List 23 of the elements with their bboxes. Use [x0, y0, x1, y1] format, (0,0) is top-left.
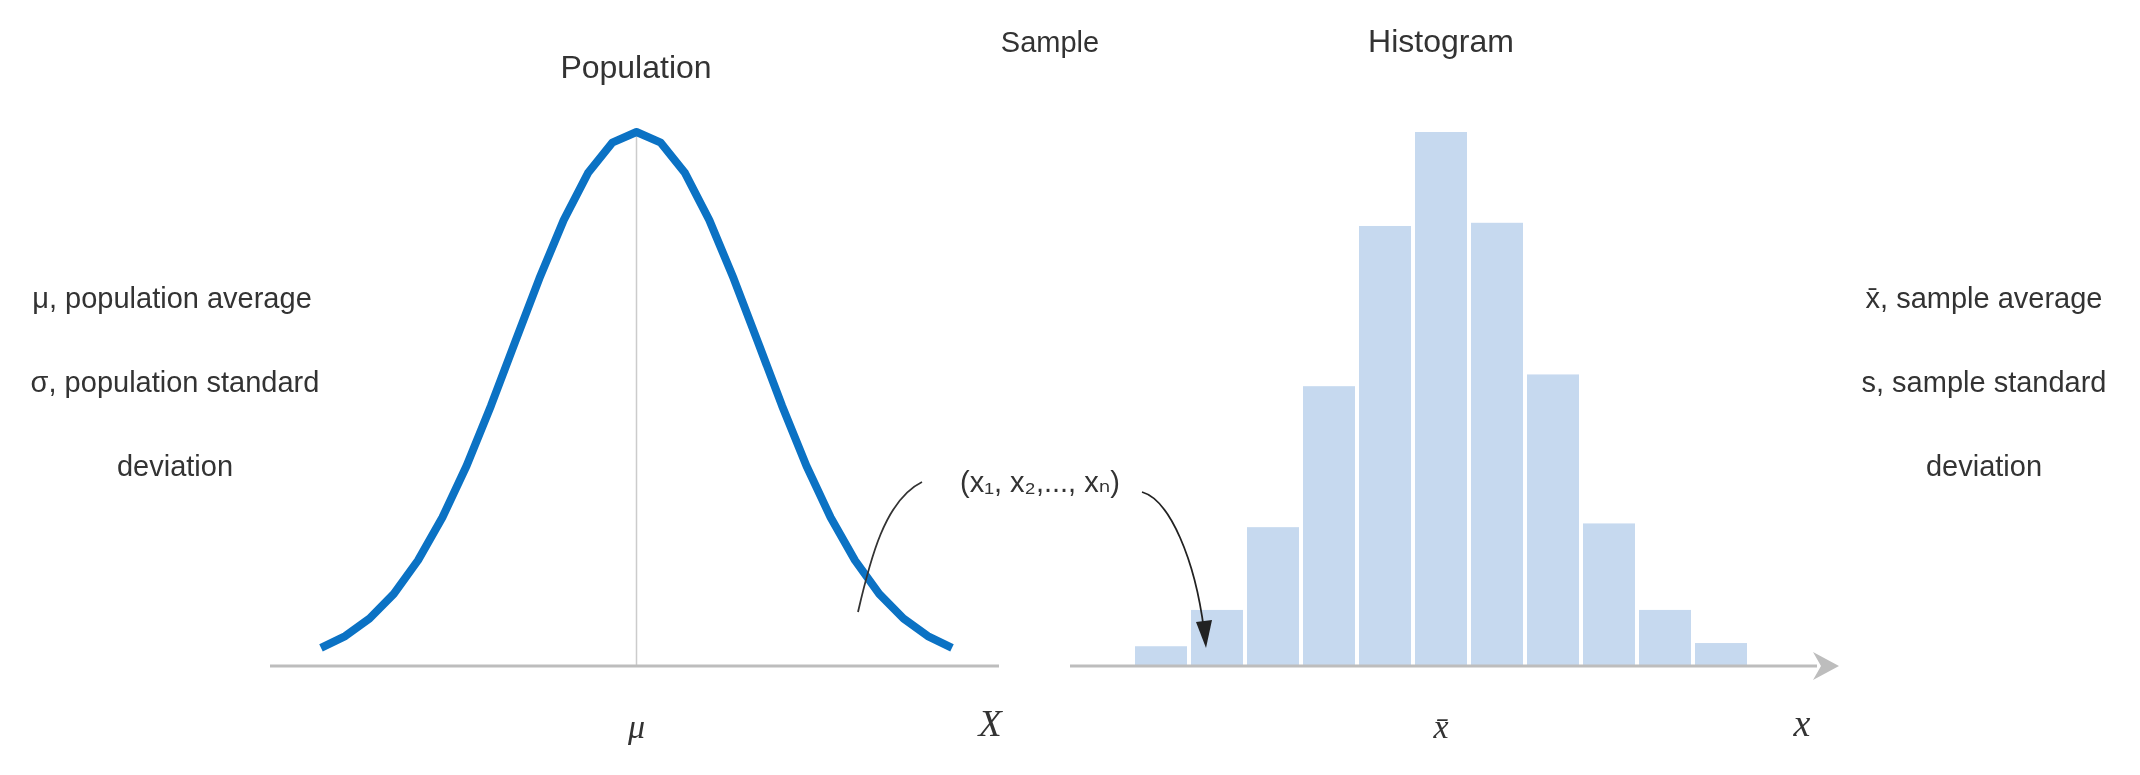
bar: [1415, 132, 1467, 666]
bar: [1583, 523, 1635, 666]
chart-title: Histogram: [1368, 23, 1514, 59]
text: s, sample standard deviation: [1861, 366, 2107, 482]
text: Sample: [1000, 26, 1100, 58]
x-axis-title: x: [1792, 702, 1811, 744]
text: x̄: [1432, 708, 1449, 745]
bar: [1695, 643, 1747, 666]
chart-title: Population: [560, 49, 712, 85]
bar: [1303, 386, 1355, 666]
bar: [1359, 225, 1411, 666]
text: μ: [627, 708, 646, 745]
bar: [1191, 609, 1243, 666]
bar: [1527, 374, 1579, 666]
bar: [1471, 222, 1523, 666]
bar: [1639, 609, 1691, 666]
annotation: μ, population average: [32, 282, 312, 314]
annotation: (x₁, x₂,..., xₙ): [960, 466, 1120, 498]
bar: [1247, 527, 1299, 666]
text: x̄, sample average: [1865, 282, 2103, 314]
bar: [1135, 646, 1187, 666]
x-axis-title: X: [976, 702, 1004, 744]
text: σ, population standard deviation: [30, 366, 320, 482]
